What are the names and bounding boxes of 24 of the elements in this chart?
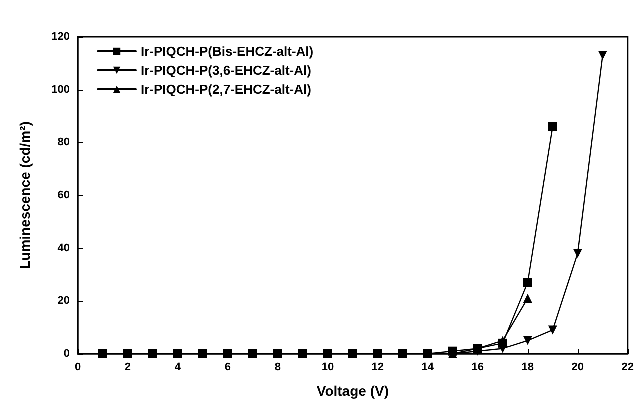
y-tick-label: 60: [58, 190, 70, 202]
x-tick-label: 10: [322, 362, 334, 374]
y-tick-label: 80: [58, 136, 70, 149]
y-tick-label: 20: [58, 295, 70, 308]
y-tick-label: 120: [52, 31, 70, 43]
x-tick-label: 12: [372, 362, 384, 374]
x-tick-label: 2: [124, 362, 132, 374]
x-tick-label: 8: [274, 362, 282, 374]
x-tick-label: 6: [224, 362, 232, 374]
x-tick-label: 0: [74, 362, 82, 374]
x-tick-label: 18: [522, 362, 534, 374]
legend-label: Ir-PIQCH-P(2,7-EHCZ-alt-Al): [141, 82, 312, 97]
y-tick-label: 40: [58, 242, 70, 254]
y-tick-label: 100: [52, 84, 70, 96]
x-tick-label: 22: [622, 362, 634, 374]
x-tick-label: 20: [572, 362, 584, 374]
x-tick-label: 14: [422, 362, 435, 374]
y-tick-label: 0: [64, 348, 70, 360]
x-tick-label: 16: [472, 362, 484, 374]
x-axis-title: Voltage (V): [316, 383, 389, 399]
y-axis-title: Luminescence (cd/m²): [17, 122, 33, 270]
legend-label: Ir-PIQCH-P(Bis-EHCZ-alt-Al): [141, 44, 314, 59]
x-tick-label: 4: [174, 362, 182, 374]
legend-label: Ir-PIQCH-P(3,6-EHCZ-alt-Al): [141, 63, 312, 78]
